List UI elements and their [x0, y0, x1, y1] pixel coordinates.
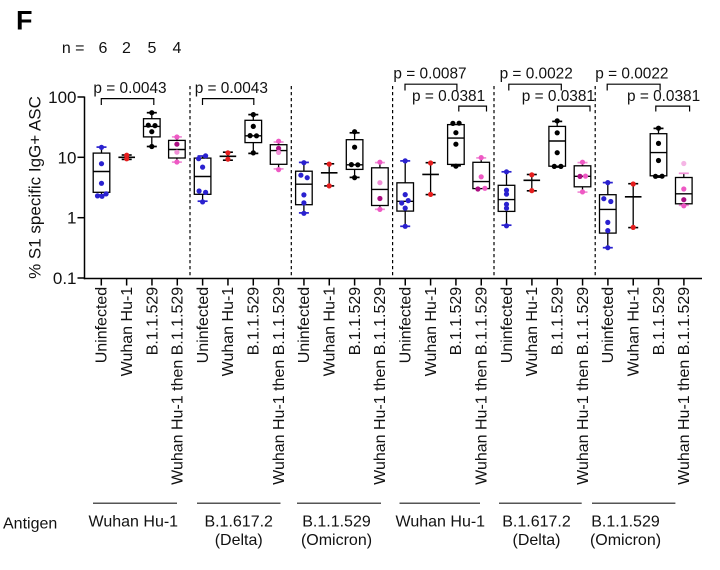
- svg-text:Wuhan Hu-1 then B.1.1.529: Wuhan Hu-1 then B.1.1.529: [271, 287, 288, 485]
- svg-text:B.1.617.2: B.1.617.2: [204, 514, 273, 531]
- svg-text:p = 0.0087: p = 0.0087: [393, 65, 466, 82]
- svg-text:B.1.1.529: B.1.1.529: [448, 287, 465, 356]
- svg-text:Wuhan Hu-1 then B.1.1.529: Wuhan Hu-1 then B.1.1.529: [170, 287, 187, 485]
- svg-text:Wuhan Hu-1: Wuhan Hu-1: [322, 287, 339, 377]
- svg-text:Wuhan Hu-1: Wuhan Hu-1: [396, 514, 486, 531]
- svg-text:(Omicron): (Omicron): [590, 532, 661, 549]
- svg-text:Wuhan Hu-1 then B.1.1.529: Wuhan Hu-1 then B.1.1.529: [575, 287, 592, 485]
- svg-text:B.1.1.529: B.1.1.529: [651, 287, 668, 356]
- svg-text:Uninfected: Uninfected: [600, 287, 617, 364]
- svg-text:B.1.1.529: B.1.1.529: [591, 514, 660, 531]
- svg-text:p = 0.0381: p = 0.0381: [522, 88, 595, 105]
- svg-text:10: 10: [58, 148, 77, 167]
- svg-text:0.1: 0.1: [53, 269, 77, 288]
- svg-text:(Delta): (Delta): [512, 532, 560, 549]
- svg-text:(Delta): (Delta): [215, 532, 263, 549]
- svg-text:Wuhan Hu-1 then B.1.1.529: Wuhan Hu-1 then B.1.1.529: [372, 287, 389, 485]
- svg-text:Wuhan Hu-1 then B.1.1.529: Wuhan Hu-1 then B.1.1.529: [474, 287, 491, 485]
- svg-text:Wuhan Hu-1: Wuhan Hu-1: [423, 287, 440, 377]
- svg-text:p = 0.0381: p = 0.0381: [412, 88, 485, 105]
- svg-text:Uninfected: Uninfected: [499, 287, 516, 364]
- svg-text:% S1 specific IgG+ ASC: % S1 specific IgG+ ASC: [26, 96, 45, 279]
- svg-text:Uninfected: Uninfected: [398, 287, 415, 364]
- svg-text:p = 0.0043: p = 0.0043: [195, 80, 268, 97]
- svg-text:B.1.1.529: B.1.1.529: [347, 287, 364, 356]
- svg-text:Wuhan Hu-1: Wuhan Hu-1: [524, 287, 541, 377]
- svg-text:4: 4: [173, 40, 182, 57]
- svg-text:Uninfected: Uninfected: [195, 287, 212, 364]
- svg-text:p = 0.0381: p = 0.0381: [627, 88, 700, 105]
- svg-text:B.1.617.2: B.1.617.2: [502, 514, 571, 531]
- svg-text:Uninfected: Uninfected: [94, 287, 111, 364]
- svg-text:Wuhan Hu-1: Wuhan Hu-1: [89, 514, 179, 531]
- svg-text:p = 0.0022: p = 0.0022: [595, 65, 668, 82]
- svg-text:n =: n =: [62, 40, 85, 57]
- svg-text:p = 0.0043: p = 0.0043: [93, 80, 166, 97]
- svg-text:p = 0.0022: p = 0.0022: [500, 65, 573, 82]
- svg-text:(Omicron): (Omicron): [301, 532, 372, 549]
- svg-text:F: F: [16, 6, 33, 36]
- svg-text:Wuhan Hu-1 then B.1.1.529: Wuhan Hu-1 then B.1.1.529: [676, 287, 693, 485]
- svg-text:B.1.1.529: B.1.1.529: [550, 287, 567, 356]
- svg-text:Antigen: Antigen: [3, 516, 57, 533]
- svg-text:100: 100: [48, 88, 76, 107]
- svg-text:5: 5: [148, 40, 157, 57]
- svg-text:Wuhan Hu-1: Wuhan Hu-1: [119, 287, 136, 377]
- svg-text:Uninfected: Uninfected: [296, 287, 313, 364]
- svg-text:B.1.1.529: B.1.1.529: [302, 514, 371, 531]
- svg-text:Wuhan Hu-1: Wuhan Hu-1: [220, 287, 237, 377]
- svg-text:6: 6: [99, 40, 108, 57]
- svg-text:1: 1: [67, 209, 76, 228]
- svg-text:B.1.1.529: B.1.1.529: [246, 287, 263, 356]
- svg-text:Wuhan Hu-1: Wuhan Hu-1: [626, 287, 643, 377]
- svg-text:2: 2: [122, 40, 131, 57]
- svg-text:B.1.1.529: B.1.1.529: [144, 287, 161, 356]
